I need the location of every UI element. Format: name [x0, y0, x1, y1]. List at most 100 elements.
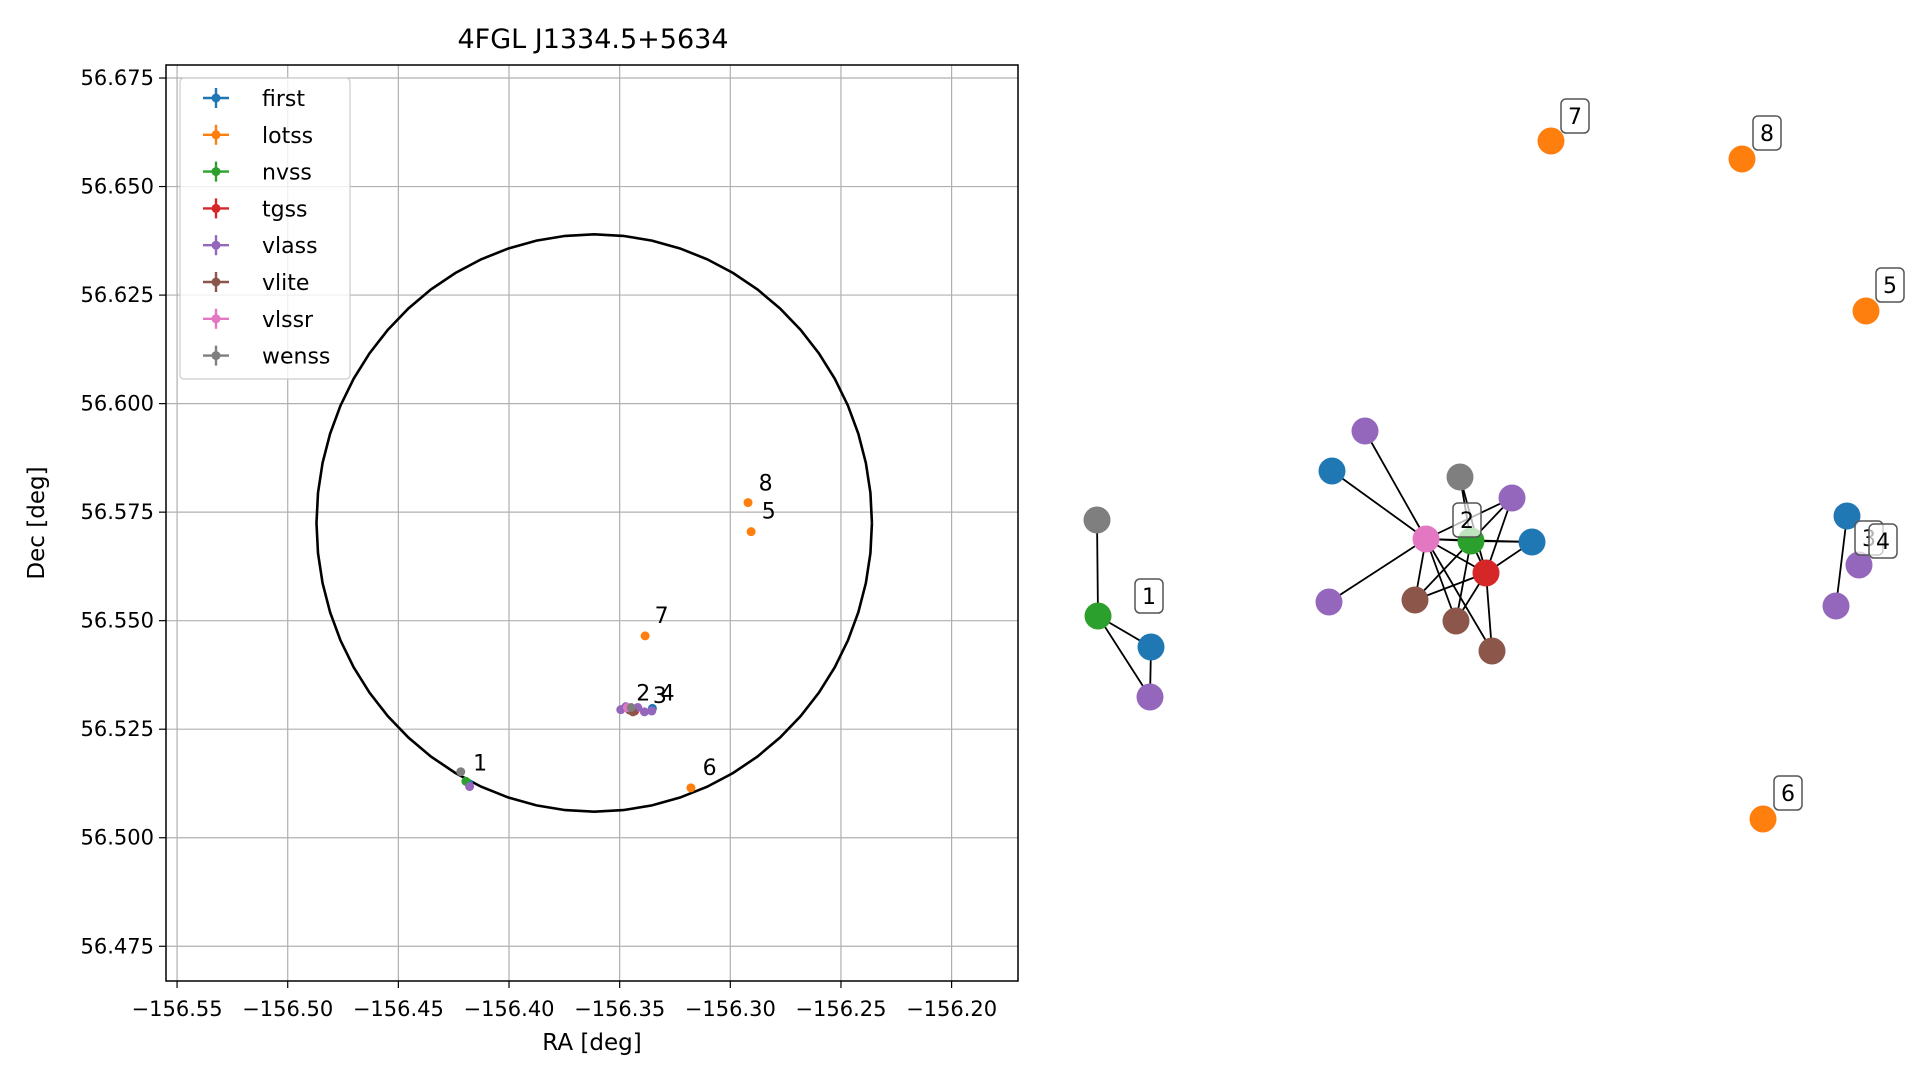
legend-entry-nvss: nvss — [203, 161, 312, 186]
x-tick-label: −156.40 — [463, 997, 554, 1021]
x-tick-label: −156.45 — [353, 997, 444, 1021]
data-point-lotss — [686, 783, 696, 793]
graph-label-box — [1560, 98, 1590, 134]
legend-label: lotss — [262, 124, 313, 149]
legend-entry-tgss: tgss — [203, 197, 308, 222]
legend-marker-dot — [211, 277, 221, 287]
graph-node-nvss — [1084, 602, 1112, 630]
point-annotation: 8 — [759, 471, 773, 496]
graph-node-vlite — [1442, 607, 1470, 635]
graph-label-text: 8 — [1760, 122, 1774, 147]
point-annotation: 1 — [473, 751, 487, 776]
data-point-wenss — [456, 767, 466, 777]
data-points — [456, 498, 756, 793]
plot-frame — [165, 64, 1019, 982]
graph-edge — [1097, 615, 1151, 698]
y-tick-label: 56.575 — [81, 500, 154, 524]
y-tick-label: 56.550 — [81, 609, 154, 633]
legend-marker-dot — [211, 93, 221, 103]
graph-edge — [1364, 430, 1427, 540]
graph-node-label: 8 — [1752, 115, 1782, 151]
chart-title: 4FGL J1334.5+5634 — [457, 24, 728, 55]
grid-lines — [166, 65, 1018, 981]
x-tick-label: −156.55 — [132, 997, 223, 1021]
legend-label: tgss — [262, 197, 308, 222]
graph-edge — [1328, 538, 1427, 603]
point-annotation: 4 — [661, 682, 675, 707]
graph-edge — [1096, 519, 1099, 617]
legend-label: vlite — [262, 271, 309, 296]
graph-label-box — [1875, 267, 1905, 303]
graph-node-label: 4 — [1868, 523, 1898, 559]
legend-entry-lotss: lotss — [203, 124, 313, 149]
graph-label-text: 2 — [1460, 509, 1474, 534]
legend-entry-vlite: vlite — [203, 271, 309, 296]
graph-edge — [1835, 515, 1848, 607]
legend-entry-vlssr: vlssr — [203, 308, 314, 333]
data-point-vlass — [639, 707, 649, 717]
graph-label-text: 6 — [1781, 782, 1795, 807]
graph-edge — [1331, 470, 1427, 540]
graph-edge — [1425, 538, 1457, 622]
legend-entry-first: first — [203, 87, 305, 112]
graph-label-box — [1452, 502, 1482, 538]
data-point-lotss — [743, 498, 753, 508]
y-tick-label: 56.475 — [81, 934, 154, 958]
graph-label-text: 4 — [1876, 530, 1890, 555]
graph-node-lotss — [1728, 145, 1756, 173]
graph-label-box — [1773, 775, 1803, 811]
legend-label: nvss — [262, 161, 312, 186]
graph-edge — [1425, 538, 1493, 652]
graph-node-label: 5 — [1875, 267, 1905, 303]
graph-node-lotss — [1749, 805, 1777, 833]
legend-label: wenss — [262, 345, 330, 370]
graph-node-vlass — [1498, 484, 1526, 512]
graph-label-box — [1134, 578, 1164, 614]
graph-node-tgss — [1472, 559, 1500, 587]
graph-node-label: 1 — [1134, 578, 1164, 614]
legend-marker-dot — [211, 167, 221, 177]
graph-node-wenss — [1446, 463, 1474, 491]
graph-edge — [1414, 540, 1472, 601]
point-annotation: 7 — [655, 604, 669, 629]
data-point-vlass — [465, 782, 475, 792]
y-tick-label: 56.500 — [81, 826, 154, 850]
data-point-wenss — [626, 703, 636, 713]
graph-node-lotss — [1537, 127, 1565, 155]
x-tick-label: −156.50 — [242, 997, 333, 1021]
legend-marker-dot — [211, 314, 221, 324]
legend-entry-wenss: wenss — [203, 345, 330, 370]
y-axis-label: Dec [deg] — [24, 466, 50, 579]
legend-marker-dot — [211, 203, 221, 213]
graph-node-wenss — [1083, 506, 1111, 534]
graph-nodes — [1083, 127, 1880, 833]
legend-label: vlass — [262, 234, 318, 259]
point-annotation: 5 — [762, 500, 776, 525]
graph-node-first — [1318, 457, 1346, 485]
graph-node-label: 6 — [1773, 775, 1803, 811]
point-annotation: 2 — [636, 682, 650, 707]
y-tick-label: 56.600 — [81, 392, 154, 416]
graph-label-text: 7 — [1568, 105, 1582, 130]
point-annotations: 1 2 34 5 6 7 8 — [473, 471, 776, 780]
x-tick-label: −156.20 — [906, 997, 997, 1021]
graph-node-first — [1137, 633, 1165, 661]
graph-label-box — [1868, 523, 1898, 559]
graph-node-vlite — [1478, 637, 1506, 665]
graph-node-vlass — [1822, 592, 1850, 620]
data-point-vlass — [647, 706, 657, 716]
graph-node-first — [1518, 528, 1546, 556]
x-tick-label: −156.25 — [795, 997, 886, 1021]
data-point-lotss — [640, 631, 650, 641]
graph-node-vlite — [1401, 586, 1429, 614]
y-tick-label: 56.675 — [81, 66, 154, 90]
graph-node-vlass — [1845, 551, 1873, 579]
point-annotation: 6 — [703, 756, 717, 781]
graph-node-label: 7 — [1560, 98, 1590, 134]
legend-label: first — [262, 87, 305, 112]
data-point-lotss — [746, 527, 756, 537]
graph-node-first — [1833, 502, 1861, 530]
